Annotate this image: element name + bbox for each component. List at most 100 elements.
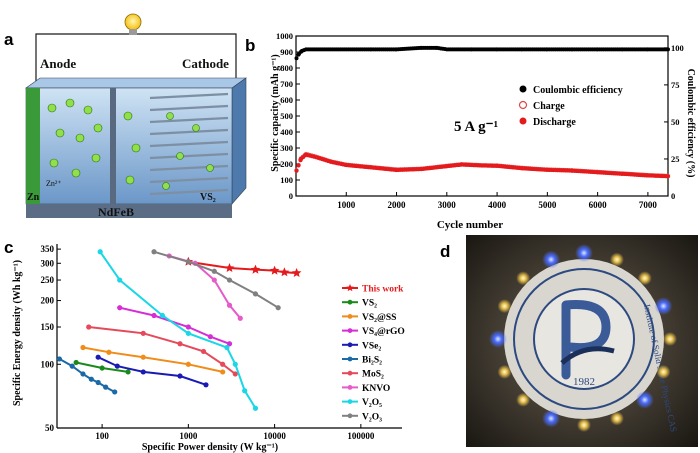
series-4-point	[140, 369, 146, 375]
series-4-point	[95, 354, 101, 360]
legend-marker	[346, 284, 354, 292]
series-4-point	[114, 363, 120, 369]
series-6-point	[177, 341, 183, 347]
cycling-y2-tick-label: 50	[671, 117, 680, 127]
ragone-y-tick-label: 300	[41, 258, 55, 268]
legend-label: KNVO	[362, 384, 390, 394]
series-9-point	[211, 268, 217, 274]
ragone-x-axis-title: Specific Power density (W kg⁻¹)	[142, 442, 278, 453]
series-5-point	[80, 371, 86, 377]
cycling-y2-tick-label: 100	[671, 43, 684, 53]
series-5-point	[95, 379, 101, 386]
series-4-line	[97, 356, 207, 386]
series-5-point	[69, 363, 75, 369]
led-light	[635, 390, 654, 409]
vs2-cathode-layers	[149, 92, 229, 196]
led-ring	[489, 244, 677, 432]
series-9-point	[151, 249, 157, 255]
series-3-line	[119, 306, 230, 345]
cycling-y-tick-label: 800	[280, 63, 293, 73]
zn-label: Zn	[27, 192, 40, 203]
logo-year: 1982	[573, 376, 595, 388]
ragone-x-tick-label: 10000	[263, 431, 286, 441]
zn-ion-label: Zn²⁺	[46, 179, 62, 188]
series-7-point	[226, 302, 233, 308]
cycling-y-tick-label: 200	[280, 159, 293, 169]
cycling-y-axis-title: Specific capacity (mAh g⁻¹)	[270, 54, 281, 171]
led-light	[654, 297, 673, 316]
panel-letter-d: d	[440, 242, 451, 261]
series-2-point	[106, 349, 112, 355]
series-0-point	[269, 265, 280, 275]
series-8-point	[242, 388, 248, 394]
series-8-point	[117, 277, 123, 283]
series-4-point	[177, 373, 183, 379]
series-1-point	[125, 369, 131, 375]
coulombic-efficiency-point	[294, 56, 299, 61]
series-8-point	[252, 405, 259, 411]
series-2-point	[220, 369, 226, 375]
panel-letter-c: c	[4, 238, 14, 257]
zn-ion-markers	[47, 98, 214, 190]
led-light	[497, 299, 512, 314]
series-3-point	[185, 324, 191, 330]
legend-label: V₂O₃	[362, 412, 382, 422]
series-7-point	[237, 315, 243, 321]
series-8-point	[224, 344, 230, 351]
cycling-y2-tick-label: 25	[671, 154, 680, 164]
series-2-point	[140, 354, 146, 360]
ndfeb-label: NdFeB	[98, 205, 134, 219]
series-8-point	[185, 330, 191, 336]
battery-schematic: Anode Cathode Zn²⁺ Zn VS₂ NdFeB	[25, 13, 247, 219]
series-6-point	[232, 371, 238, 377]
ragone-chart: Specific Energy density (Wh kg⁻¹) Specif…	[12, 244, 405, 453]
led-photo: 1982 Institute of Solid State Physics CA…	[466, 235, 698, 447]
series-3-point	[207, 334, 213, 340]
cycling-y-tick-label: 1000	[276, 31, 293, 41]
legend-charge: Charge	[533, 101, 565, 112]
legend-label: VS₂@SS	[362, 313, 396, 323]
cycling-x-tick-label: 2000	[388, 200, 407, 210]
led-light	[609, 252, 624, 267]
led-light	[516, 392, 531, 407]
cycling-y-tick-label: 300	[280, 143, 293, 153]
series-5-point	[112, 389, 118, 395]
light-bulb-icon	[124, 13, 142, 35]
ragone-y-tick-label: 200	[41, 296, 55, 306]
legend-label: Bi₂S₂	[362, 356, 382, 366]
series-6-point	[220, 361, 226, 367]
ragone-x-tick-label: 100	[95, 431, 109, 441]
series-6-point	[200, 348, 207, 355]
series-9-point	[275, 305, 281, 311]
cycling-x-tick-label: 7000	[639, 200, 658, 210]
led-light	[489, 330, 507, 348]
cycling-y-tick-label: 400	[280, 127, 293, 137]
legend-label: VS₂	[362, 299, 377, 309]
ragone-x-tick-label: 100000	[347, 431, 375, 441]
cycling-y-tick-label: 600	[280, 95, 293, 105]
series-9-point	[226, 277, 233, 283]
legend-label: VS₄@rGO	[362, 327, 405, 337]
legend-label: MoS₂	[362, 370, 384, 380]
series-8-line	[99, 251, 257, 409]
ragone-y-tick-label: 100	[41, 359, 55, 369]
cycling-x-tick-label: 4000	[488, 200, 507, 210]
legend-marker	[347, 356, 353, 362]
ragone-y-tick-label: 50	[45, 423, 55, 433]
discharge-point	[294, 168, 299, 173]
vs2-label: VS₂	[200, 192, 216, 203]
series-0-point	[279, 267, 290, 277]
panel-letter-a: a	[4, 30, 14, 49]
ragone-x-tick-label: 1000	[179, 431, 198, 441]
cathode-label: Cathode	[182, 56, 229, 71]
legend-marker	[347, 370, 353, 376]
discharge-point	[666, 174, 670, 179]
series-2-point	[80, 344, 86, 351]
series-9-point	[252, 291, 259, 297]
cycling-x-tick-label: 6000	[589, 200, 608, 210]
legend-marker	[347, 299, 353, 305]
legend-marker	[347, 342, 353, 348]
ragone-y-tick-label: 250	[41, 275, 55, 285]
cycling-y-tick-label: 100	[280, 175, 293, 185]
anode-label: Anode	[40, 56, 76, 71]
